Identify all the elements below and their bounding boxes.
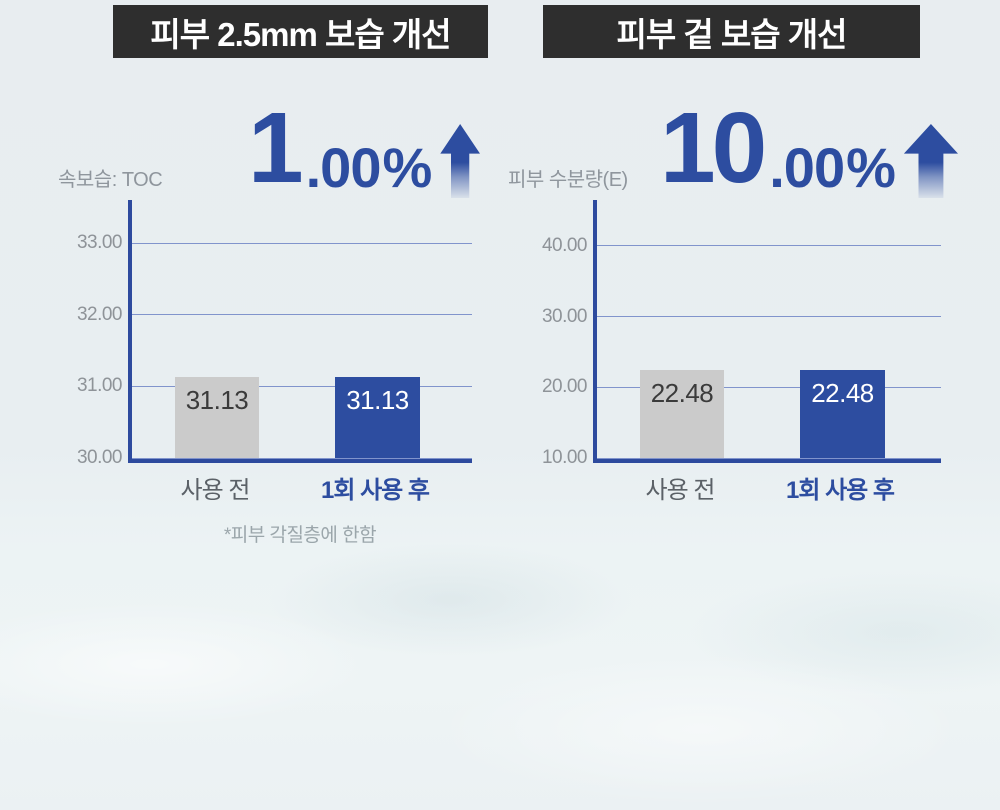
left-y-axis-title: 속보습: TOC [58, 169, 163, 191]
right-stat-big-number: 10 [660, 92, 767, 204]
bar-value-label: 31.13 [185, 385, 249, 416]
left-chart-title-banner: 피부 2.5mm 보습 개선 [113, 5, 488, 58]
gridline [132, 385, 472, 387]
bar-value-label: 22.48 [650, 377, 714, 408]
left-improvement-stat: 1 .00 % [248, 98, 480, 198]
gridline [132, 314, 472, 316]
y-axis-tick-label: 30.00 [541, 305, 588, 327]
gridline [597, 386, 941, 388]
bar-value-label: 22.48 [811, 377, 874, 408]
x-axis-label-before: 사용 전 [180, 477, 251, 504]
right-improvement-stat: 10 .00 % [660, 98, 958, 198]
bar-after-one-use: 31.13 [335, 377, 420, 458]
right-stat-decimal: .00 [769, 136, 845, 199]
gridline [597, 316, 941, 318]
right-chart-plot: 40.00 30.00 20.00 10.00 22.48 22.48 [542, 200, 941, 468]
y-axis-tick-label: 40.00 [541, 234, 588, 256]
right-chart-title: 피부 겉 보습 개선 [616, 15, 847, 53]
bar-before-use: 31.13 [175, 377, 259, 458]
bar-after-one-use: 22.48 [800, 369, 885, 458]
right-y-axis-title: 피부 수분량(E) [508, 169, 628, 191]
y-axis-tick-label: 33.00 [76, 232, 123, 253]
right-chart-title-banner: 피부 겉 보습 개선 [543, 5, 920, 58]
left-chart-title: 피부 2.5mm 보습 개선 [150, 15, 451, 53]
x-axis-label-after: 1회 사용 후 [785, 477, 895, 504]
up-arrow-icon [903, 124, 958, 198]
bar-value-label: 31.13 [346, 385, 409, 416]
gridline [597, 245, 941, 247]
y-axis-tick-label: 20.00 [541, 376, 588, 398]
y-axis-tick-label: 30.00 [76, 447, 123, 468]
left-stat-decimal: .00 [305, 136, 382, 199]
left-stat-percent-sign: % [382, 136, 433, 199]
y-axis-tick-label: 31.00 [76, 375, 123, 397]
bar-before-use: 22.48 [640, 369, 724, 458]
x-axis-label-after: 1회 사용 후 [320, 477, 430, 504]
up-arrow-icon [440, 124, 480, 198]
footnote: *피부 각질층에 한함 [223, 525, 377, 546]
y-axis-tick-label: 10.00 [541, 447, 588, 468]
left-stat-big-number: 1 [248, 92, 304, 204]
y-axis-tick-label: 32.00 [76, 303, 123, 325]
gridline [132, 457, 472, 459]
right-stat-percent-sign: % [846, 136, 896, 199]
x-axis-label-before: 사용 전 [645, 477, 716, 504]
gridline [597, 457, 941, 459]
left-chart-plot: 33.00 32.00 31.00 30.00 31.13 31.13 [77, 200, 472, 468]
gridline [132, 242, 472, 244]
